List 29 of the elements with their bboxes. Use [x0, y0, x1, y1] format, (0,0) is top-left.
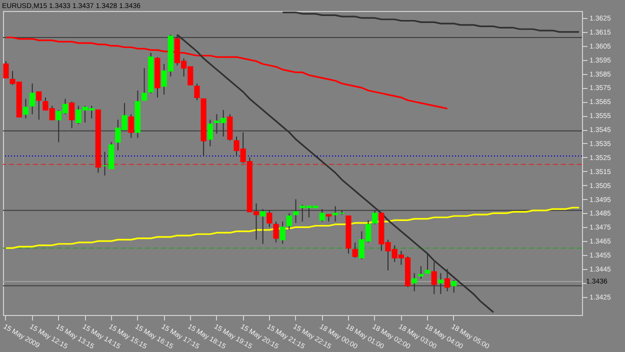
- candlestick: [194, 83, 200, 101]
- candlestick: [141, 68, 148, 101]
- candlestick: [3, 60, 9, 78]
- candlestick: [273, 221, 279, 243]
- candlestick: [319, 208, 325, 222]
- candlestick: [444, 268, 450, 292]
- candlestick: [69, 101, 75, 129]
- candlestick: [372, 210, 378, 225]
- candlestick: [227, 114, 233, 142]
- candlestick: [22, 98, 29, 119]
- candlestick: [286, 212, 292, 230]
- candlestick: [451, 280, 457, 294]
- candlestick: [424, 253, 430, 274]
- line-series: [282, 12, 580, 33]
- candlestick: [412, 272, 418, 292]
- candlestick: [418, 266, 424, 280]
- candlestick: [30, 83, 36, 115]
- candlestick: [266, 210, 272, 228]
- candlestick: [352, 242, 358, 258]
- candlestick: [438, 272, 444, 295]
- candlestick: [128, 114, 134, 138]
- candlestick: [292, 198, 299, 224]
- candlestick: [207, 119, 213, 147]
- line-series: [5, 36, 448, 110]
- candlestick: [280, 221, 286, 244]
- line-series: [5, 206, 580, 249]
- candlestick: [260, 208, 266, 244]
- candlestick: [36, 91, 42, 120]
- candlestick: [431, 262, 437, 295]
